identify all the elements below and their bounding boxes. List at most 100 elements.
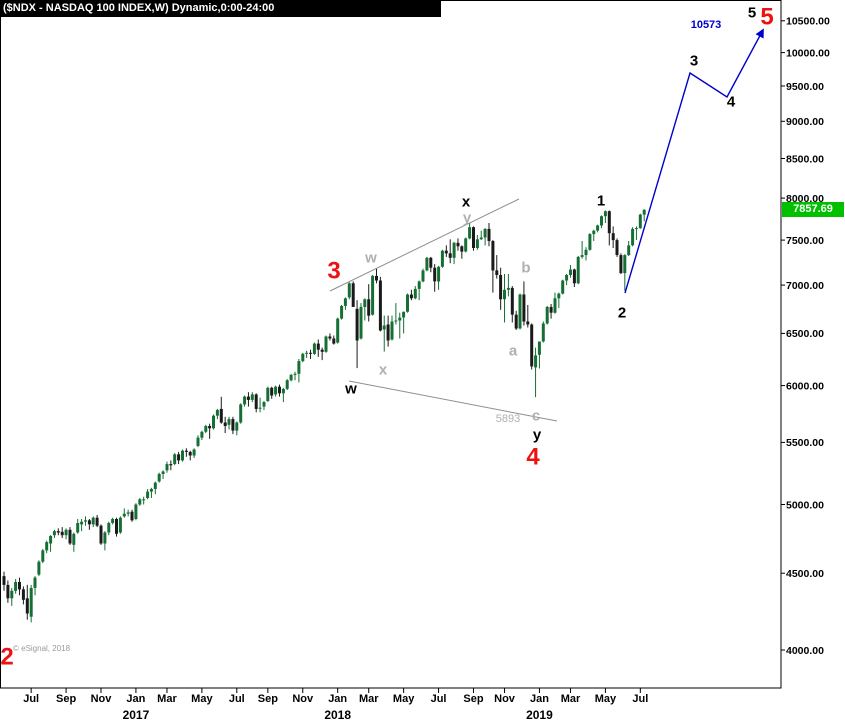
x-axis-month-label: Jul	[23, 693, 39, 705]
candle-body	[177, 454, 181, 461]
candle-body	[21, 589, 25, 600]
candle-body	[208, 426, 212, 429]
candle-body	[448, 253, 452, 258]
candle-body	[534, 355, 538, 368]
candle-body	[417, 281, 421, 289]
candle-body	[266, 387, 270, 401]
y-axis-label: 5500.00	[786, 437, 824, 449]
candle-body	[149, 489, 153, 492]
y-axis-label: 7500.00	[786, 235, 824, 247]
candle-body	[460, 246, 464, 252]
candle-body	[6, 584, 10, 599]
candle-body	[390, 321, 394, 340]
x-axis-month-label: Jul	[229, 693, 245, 705]
candle-body	[309, 352, 312, 354]
candle-body	[270, 387, 274, 396]
candle-body	[212, 415, 215, 429]
candle-body	[545, 306, 549, 324]
candle-body	[468, 227, 472, 239]
candle-body	[235, 422, 239, 431]
candle-body	[607, 211, 611, 234]
projection-line	[624, 28, 764, 294]
x-axis-month-label: May	[595, 693, 617, 705]
candle-body	[204, 426, 208, 432]
candle-body	[278, 386, 281, 394]
wave-label-y: y	[463, 210, 472, 227]
candle-body	[33, 577, 37, 588]
y-axis-label: 5000.00	[786, 499, 824, 511]
wave-label-w: w	[344, 381, 357, 398]
y-axis-label: 4500.00	[786, 568, 824, 580]
candle-body	[29, 587, 33, 617]
candle-body	[557, 293, 561, 299]
wave-label-b: b	[521, 260, 530, 277]
candle-body	[487, 228, 491, 241]
plot-border	[0, 0, 782, 689]
y-axis-label: 6500.00	[786, 328, 824, 340]
x-axis-month-label: May	[393, 693, 415, 705]
candle-body	[312, 343, 316, 354]
x-axis-month-label: Jan	[126, 693, 145, 705]
candle-body	[161, 471, 165, 474]
x-axis-year-label: 2019	[526, 708, 553, 722]
candle-body	[569, 269, 572, 275]
candle-body	[254, 394, 258, 409]
candle-body	[588, 234, 592, 250]
candle-body	[530, 324, 534, 367]
candle-body	[188, 451, 192, 456]
candle-body	[623, 255, 627, 274]
candle-body	[472, 227, 475, 248]
candle-body	[382, 325, 386, 330]
candle-body	[91, 517, 95, 525]
candle-body	[328, 336, 332, 339]
candle-body	[514, 314, 518, 329]
wave-label-10573: 10573	[691, 19, 722, 31]
candle-body	[72, 533, 76, 545]
candle-body	[84, 520, 87, 522]
candle-body	[332, 338, 336, 344]
candle-body	[522, 294, 526, 322]
candle-body	[18, 582, 21, 590]
candle-body	[64, 529, 68, 536]
y-axis-label: 4000.00	[786, 645, 824, 657]
x-axis-month-label: Jan	[328, 693, 347, 705]
candle-body	[250, 394, 254, 400]
y-axis-label: 9500.00	[786, 81, 824, 93]
candle-body	[68, 529, 72, 544]
x-axis-month-label: Jul	[632, 693, 648, 705]
x-axis-month-label: May	[191, 693, 213, 705]
title-bar-text: ($NDX - NASDAQ 100 INDEX,W) Dynamic,0:00…	[3, 2, 275, 14]
candle-body	[243, 396, 247, 405]
candle-body	[367, 299, 371, 316]
x-axis-year-label: 2017	[123, 708, 150, 722]
candle-body	[402, 311, 406, 318]
candle-body	[359, 306, 363, 339]
wave-label-2: 2	[618, 305, 626, 322]
wave-label-a: a	[509, 343, 518, 360]
candle-body	[425, 257, 429, 271]
candle-body	[537, 341, 541, 355]
wave-label-y: y	[533, 427, 542, 444]
y-axis-label: 10000.00	[786, 47, 830, 59]
x-axis-month-label: Mar	[359, 693, 379, 705]
wave-label-4: 4	[727, 94, 736, 111]
candle-body	[452, 242, 456, 258]
candle-body	[95, 517, 99, 526]
candle-body	[541, 323, 545, 342]
candle-body	[506, 287, 510, 290]
wave-label-5: 5	[748, 5, 756, 22]
candle-body	[289, 374, 293, 381]
candle-body	[2, 576, 6, 585]
x-axis-month-label: Mar	[157, 693, 177, 705]
candle-body	[103, 532, 107, 544]
candle-body	[347, 283, 351, 298]
candle-body	[126, 512, 130, 514]
y-axis-label: 8500.00	[786, 153, 824, 165]
candle-body	[262, 402, 266, 407]
candle-body	[351, 283, 355, 307]
candle-body	[192, 449, 196, 456]
candle-body	[87, 520, 91, 525]
x-axis-month-label: Mar	[561, 693, 581, 705]
